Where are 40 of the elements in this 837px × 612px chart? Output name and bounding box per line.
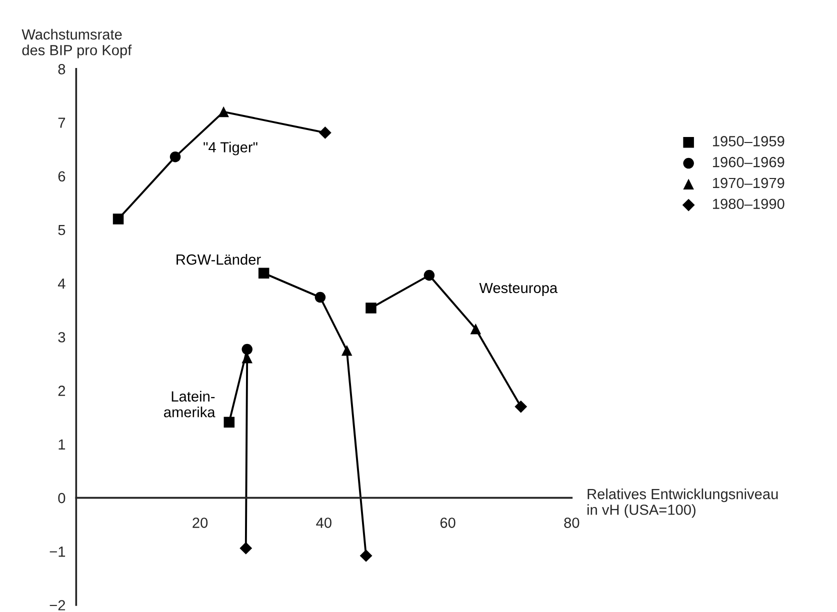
y-tick-label: 0 [58, 492, 66, 504]
point [112, 214, 124, 224]
y-tick-label: 3 [58, 332, 66, 342]
point [258, 268, 270, 279]
series-label: Latein- amerika [164, 390, 216, 418]
legend-label: 1980–1990 [713, 198, 784, 210]
point [366, 302, 376, 314]
series-label: "4 Tiger" [204, 142, 258, 156]
x-tick-label: 80 [564, 518, 580, 528]
y-tick-label: −2 [50, 600, 66, 610]
point [314, 292, 326, 303]
point [240, 542, 252, 554]
series-label: Westeuropa [479, 282, 558, 296]
x-tick-label: 60 [440, 518, 456, 528]
point [218, 106, 229, 118]
point [341, 344, 352, 356]
x-tick-label: 40 [316, 518, 332, 528]
point [170, 151, 181, 162]
y-tick-label: 2 [58, 386, 66, 396]
legend-label: 1950–1959 [713, 136, 784, 146]
point [242, 344, 252, 355]
x-axis-title: Relatives Entwicklungsniveau in vH (USA=100) [588, 488, 778, 518]
y-axis-title: Wachstumsrate des BIP pro Kopf [22, 28, 132, 58]
point [318, 126, 332, 139]
y-tick-label: −1 [50, 546, 66, 557]
point [514, 400, 528, 413]
point [360, 549, 372, 562]
legend-label: 1960–1969 [713, 156, 784, 168]
y-tick-label: 7 [58, 118, 66, 128]
y-tick-label: 8 [58, 64, 66, 74]
point [424, 270, 435, 281]
y-tick-label: 1 [58, 439, 66, 450]
point [470, 324, 482, 334]
y-tick-label: 5 [58, 224, 66, 236]
point [224, 416, 235, 428]
y-tick-label: 4 [58, 278, 66, 289]
series-label: RGW-Länder [176, 254, 261, 265]
x-tick-label: 20 [192, 518, 208, 528]
legend-label: 1970–1979 [713, 178, 784, 188]
y-tick-label: 6 [58, 171, 66, 182]
